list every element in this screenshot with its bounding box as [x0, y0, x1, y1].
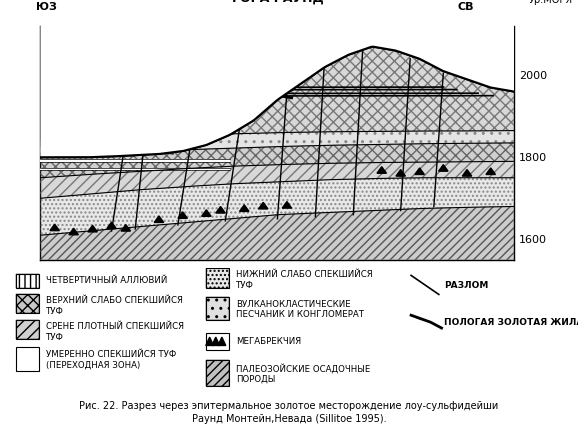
Bar	[206, 360, 229, 386]
Polygon shape	[40, 178, 514, 235]
Polygon shape	[258, 202, 268, 209]
Text: Ур.МОРЯ: Ур.МОРЯ	[529, 0, 573, 5]
Text: ПОЛОГАЯ ЗОЛОТАЯ ЖИЛА: ПОЛОГАЯ ЗОЛОТАЯ ЖИЛА	[444, 318, 578, 326]
Text: ПАЛЕОЗОЙСКИЕ ОСАДОЧНЫЕ: ПАЛЕОЗОЙСКИЕ ОСАДОЧНЫЕ	[236, 364, 370, 374]
Polygon shape	[154, 216, 164, 223]
Bar	[206, 333, 229, 350]
Polygon shape	[486, 168, 495, 174]
Polygon shape	[178, 212, 187, 218]
Bar	[16, 320, 39, 339]
Polygon shape	[439, 165, 448, 171]
Polygon shape	[40, 162, 514, 198]
Polygon shape	[50, 224, 60, 231]
Polygon shape	[202, 210, 211, 216]
Bar	[206, 268, 229, 288]
Text: (ПЕРЕХОДНАЯ ЗОНА): (ПЕРЕХОДНАЯ ЗОНА)	[46, 361, 140, 369]
Bar	[206, 360, 229, 386]
Text: ГОРА РАУНД: ГОРА РАУНД	[232, 0, 323, 5]
Polygon shape	[377, 167, 387, 173]
Text: СРЕНЕ ПЛОТНЫЙ СПЕКШИЙСЯ: СРЕНЕ ПЛОТНЫЙ СПЕКШИЙСЯ	[46, 322, 184, 331]
Text: Рис. 22. Разрез через эпитермальное золотое месторождение лоу-сульфидейши: Рис. 22. Разрез через эпитермальное золо…	[79, 401, 499, 411]
Polygon shape	[206, 337, 213, 346]
Polygon shape	[282, 201, 292, 208]
Polygon shape	[40, 159, 230, 162]
Polygon shape	[88, 225, 97, 232]
Polygon shape	[212, 337, 220, 346]
Polygon shape	[40, 26, 514, 157]
Polygon shape	[462, 170, 472, 176]
Text: Раунд Монтейн,Невада (Sillitoe 1995).: Раунд Монтейн,Невада (Sillitoe 1995).	[192, 414, 386, 424]
Text: УМЕРЕННО СПЕКШИЙСЯ ТУФ: УМЕРЕННО СПЕКШИЙСЯ ТУФ	[46, 350, 176, 359]
Polygon shape	[40, 143, 514, 178]
Polygon shape	[40, 131, 514, 157]
Bar	[206, 297, 229, 320]
Polygon shape	[40, 47, 514, 157]
Bar	[16, 294, 39, 313]
Text: ВУЛКАНОКЛАСТИЧЕСКИЕ: ВУЛКАНОКЛАСТИЧЕСКИЕ	[236, 300, 350, 309]
Text: ВЕРХНИЙ СЛАБО СПЕКШИЙСЯ: ВЕРХНИЙ СЛАБО СПЕКШИЙСЯ	[46, 296, 183, 305]
Polygon shape	[218, 337, 226, 346]
Polygon shape	[396, 170, 405, 176]
Polygon shape	[415, 168, 424, 174]
Text: ТУФ: ТУФ	[236, 281, 254, 290]
Text: МЕГАБРЕКЧИЯ: МЕГАБРЕКЧИЯ	[236, 337, 301, 346]
Bar	[16, 347, 39, 371]
Polygon shape	[40, 168, 230, 170]
Text: ТУФ: ТУФ	[46, 333, 64, 342]
Polygon shape	[216, 207, 225, 213]
Text: ЧЕТВЕРТИЧНЫЙ АЛЛЮВИЙ: ЧЕТВЕРТИЧНЫЙ АЛЛЮВИЙ	[46, 276, 168, 285]
Text: ЮЗ: ЮЗ	[36, 2, 57, 12]
Polygon shape	[166, 152, 173, 154]
Text: ПЕСЧАНИК И КОНГЛОМЕРАТ: ПЕСЧАНИК И КОНГЛОМЕРАТ	[236, 310, 364, 319]
Polygon shape	[121, 225, 131, 231]
Bar	[16, 275, 39, 288]
Bar	[16, 275, 39, 288]
Bar	[206, 268, 229, 288]
Polygon shape	[69, 228, 79, 235]
Text: ТУФ: ТУФ	[46, 307, 64, 316]
Polygon shape	[107, 222, 116, 229]
Polygon shape	[40, 207, 514, 260]
Bar	[206, 297, 229, 320]
Text: ПОРОДЫ: ПОРОДЫ	[236, 375, 275, 384]
Bar	[16, 320, 39, 339]
Bar	[16, 294, 39, 313]
Polygon shape	[239, 205, 249, 211]
Text: НИЖНИЙ СЛАБО СПЕКШИЙСЯ: НИЖНИЙ СЛАБО СПЕКШИЙСЯ	[236, 270, 372, 279]
Text: РАЗЛОМ: РАЗЛОМ	[444, 281, 489, 290]
Text: СВ: СВ	[458, 2, 474, 12]
